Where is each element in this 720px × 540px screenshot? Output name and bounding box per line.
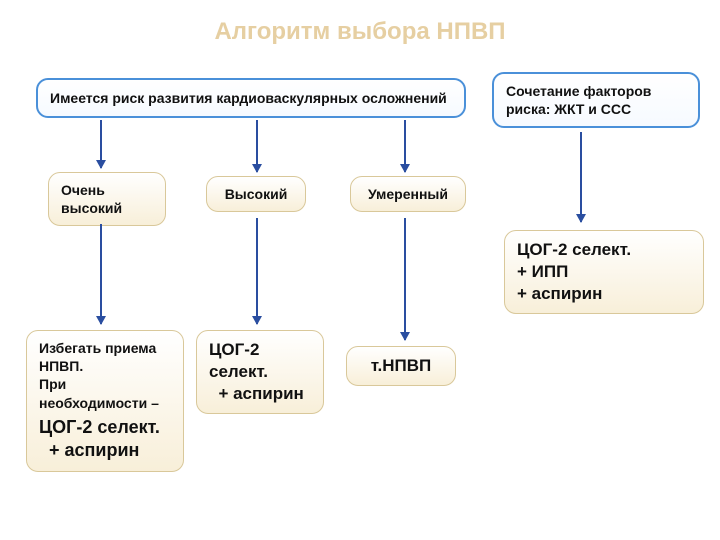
node-moderate-text: Умеренный — [368, 186, 448, 202]
right-line3: + аспирин — [517, 283, 691, 305]
node-avoid-npvp: Избегать приема НПВП. При необходимости … — [26, 330, 184, 472]
avoid-line4: + аспирин — [39, 439, 171, 462]
arrow — [580, 132, 582, 222]
arrow — [256, 218, 258, 324]
arrow — [404, 218, 406, 340]
arrow — [256, 120, 258, 172]
node-high: Высокий — [206, 176, 306, 212]
node-combined-risk: Сочетание факторов риска: ЖКТ и ССС — [492, 72, 700, 128]
cog-line2: + аспирин — [209, 383, 311, 405]
node-combined-risk-text: Сочетание факторов риска: ЖКТ и ССС — [506, 83, 651, 117]
page-title: Алгоритм выбора НПВП — [0, 18, 720, 46]
node-cardio-risk: Имеется риск развития кардиоваскулярных … — [36, 78, 466, 118]
node-very-high-text: Очень высокий — [61, 182, 122, 216]
node-cog2-aspirin: ЦОГ-2 селект. + аспирин — [196, 330, 324, 414]
node-very-high: Очень высокий — [48, 172, 166, 226]
avoid-line3: ЦОГ-2 селект. — [39, 416, 171, 439]
node-cardio-risk-text: Имеется риск развития кардиоваскулярных … — [50, 89, 447, 107]
avoid-line2: При необходимости – — [39, 375, 171, 411]
node-high-text: Высокий — [225, 186, 288, 202]
avoid-line1: Избегать приема НПВП. — [39, 339, 171, 375]
node-right-result: ЦОГ-2 селект. + ИПП + аспирин — [504, 230, 704, 314]
tnpvp-text: т.НПВП — [371, 356, 432, 375]
node-moderate: Умеренный — [350, 176, 466, 212]
arrow — [100, 120, 102, 168]
right-line1: ЦОГ-2 селект. — [517, 239, 691, 261]
arrow — [404, 120, 406, 172]
right-line2: + ИПП — [517, 261, 691, 283]
arrow — [100, 224, 102, 324]
cog-line1: ЦОГ-2 селект. — [209, 339, 311, 383]
node-tnpvp: т.НПВП — [346, 346, 456, 386]
